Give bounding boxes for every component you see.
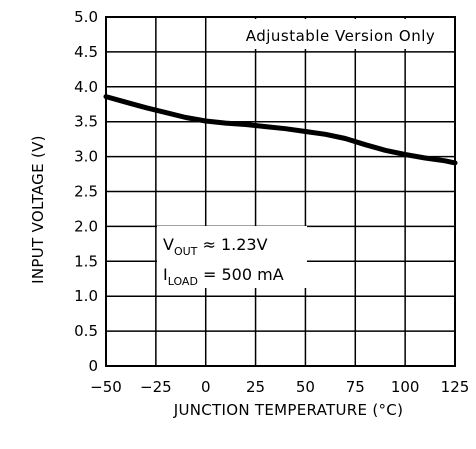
vout-value: ≈ 1.23V: [197, 235, 267, 254]
grid: [106, 17, 455, 366]
y-tick-label: 2.0: [74, 217, 98, 235]
x-tick-label: −50: [90, 378, 122, 396]
x-tick-label: 25: [246, 378, 265, 396]
version-note: Adjustable Version Only: [222, 19, 453, 49]
y-tick-label: 3.0: [74, 148, 98, 166]
x-tick-label: 0: [201, 378, 211, 396]
x-tick-label: −25: [140, 378, 172, 396]
x-axis-title: JUNCTION TEMPERATURE (°C): [173, 401, 403, 419]
series-line: [106, 97, 455, 163]
y-tick-label: 4.0: [74, 78, 98, 96]
version-note-text: Adjustable Version Only: [246, 27, 436, 45]
y-tick-label: 1.0: [74, 287, 98, 305]
y-tick-label: 2.5: [74, 183, 98, 201]
iload-subscript: LOAD: [168, 275, 198, 288]
vout-symbol: V: [163, 235, 174, 254]
y-tick-label: 0.5: [74, 322, 98, 340]
y-tick-label: 0: [88, 357, 98, 375]
x-tick-labels: −50 −25 0 25 50 75 100 125: [90, 378, 469, 396]
y-tick-label: 4.5: [74, 43, 98, 61]
x-tick-label: 100: [391, 378, 420, 396]
y-tick-label: 5.0: [74, 8, 98, 26]
y-tick-label: 1.5: [74, 252, 98, 270]
iload-value: = 500 mA: [198, 265, 284, 284]
vout-subscript: OUT: [174, 245, 198, 258]
y-axis-title: INPUT VOLTAGE (V): [29, 135, 47, 284]
x-tick-label: 50: [296, 378, 315, 396]
y-tick-labels: 0 0.5 1.0 1.5 2.0 2.5 3.0 3.5 4.0 4.5 5.0: [74, 8, 98, 375]
x-tick-label: 125: [441, 378, 470, 396]
x-tick-label: 75: [346, 378, 365, 396]
y-tick-label: 3.5: [74, 113, 98, 131]
conditions: VOUT ≈ 1.23V ILOAD = 500 mA: [157, 226, 307, 288]
